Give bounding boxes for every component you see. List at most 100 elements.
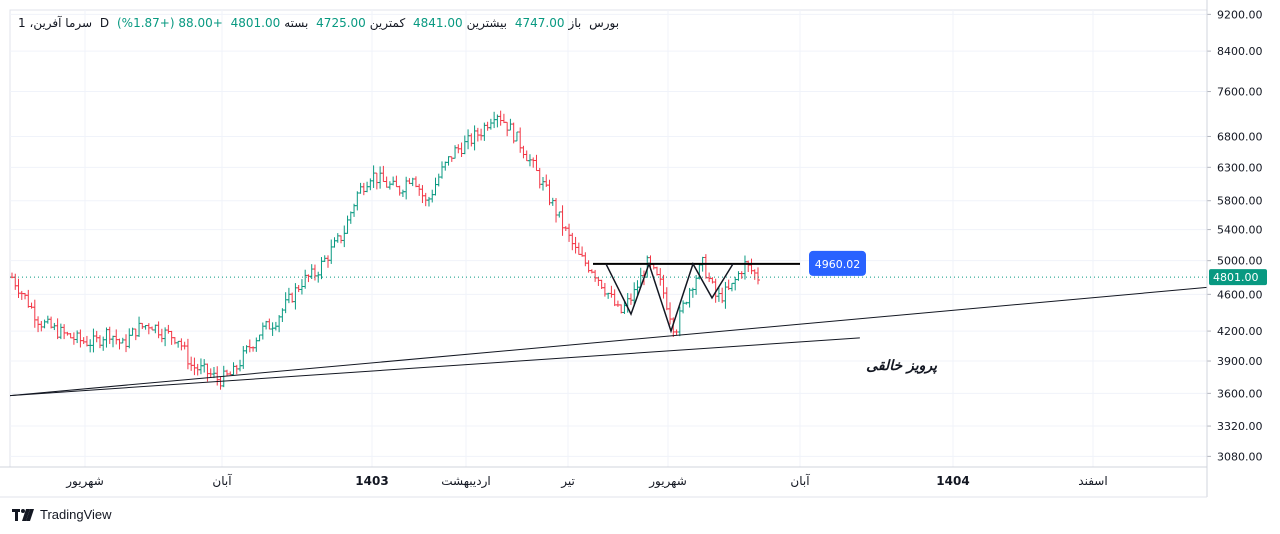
ohlc-bar: [140, 322, 145, 330]
ohlc-bar: [137, 316, 142, 337]
ohlc-bar: [521, 145, 526, 159]
y-tick-label: 7600.00: [1217, 86, 1263, 99]
ohlc-bar: [479, 128, 484, 141]
ohlc-bar: [247, 339, 252, 353]
y-tick-label: 6800.00: [1217, 130, 1263, 143]
ohlc-bar: [723, 281, 728, 309]
ohlc-bar: [335, 233, 340, 243]
ohlc-bar: [446, 156, 451, 166]
tradingview-brand[interactable]: TradingView: [12, 507, 112, 522]
ohlc-bar: [729, 282, 734, 292]
ohlc-bar: [498, 110, 503, 126]
ohlc-bar: [84, 335, 89, 347]
ohlc-bar: [16, 278, 21, 298]
y-tick-label: 3900.00: [1217, 355, 1263, 368]
ohlc-bar: [593, 269, 598, 282]
ohlc-bar: [107, 326, 112, 344]
ohlc-bar: [293, 283, 298, 310]
ohlc-bar: [661, 274, 666, 299]
ohlc-bar: [397, 185, 402, 196]
last-price-tag: 4801.00: [1209, 269, 1267, 286]
trendline-lower: [9, 337, 860, 397]
x-tick-label: اردیبهشت: [441, 474, 490, 489]
ohlc-bar: [110, 335, 115, 348]
ohlc-bar: [404, 176, 409, 200]
level-label[interactable]: 4960.02: [809, 250, 866, 276]
last-price-text: 4801.00: [1213, 271, 1259, 284]
ohlc-bar: [505, 121, 510, 137]
ohlc-bar: [583, 252, 588, 267]
ohlc-bar: [120, 337, 125, 344]
x-tick-label: تیر: [560, 474, 575, 489]
ohlc-bar: [537, 167, 542, 189]
legend-high: 4841.00: [413, 16, 463, 30]
ohlc-bar: [208, 368, 213, 378]
ohlc-bar: [710, 277, 715, 284]
ohlc-bar: [381, 165, 386, 183]
ohlc-bar: [433, 177, 438, 196]
ohlc-bar: [257, 334, 262, 342]
ohlc-bar: [612, 289, 617, 307]
x-tick-label: 1404: [936, 474, 969, 488]
ohlc-bar: [234, 364, 239, 375]
ohlc-bar: [459, 142, 464, 157]
ohlc-bar: [104, 327, 109, 348]
ohlc-bar: [150, 326, 155, 331]
ohlc-bar: [185, 338, 190, 370]
last-price-bg: [1209, 269, 1267, 286]
ohlc-bar: [417, 183, 422, 196]
ohlc-bar: [29, 302, 34, 309]
ohlc-bar: [687, 287, 692, 308]
ohlc-bar: [703, 254, 708, 279]
ohlc-bar: [466, 129, 471, 150]
ohlc-bar: [176, 340, 181, 348]
ohlc-bar: [534, 154, 539, 172]
ohlc-bar: [166, 324, 171, 334]
ohlc-bar: [55, 318, 60, 340]
ohlc-bar: [570, 232, 575, 251]
ohlc-bar: [440, 161, 445, 179]
y-tick-label: 4600.00: [1217, 288, 1263, 301]
ohlc-bar: [296, 284, 301, 293]
symbol-legend: سرما آفرین، 1 D بورس باز4747.00 بیشترین4…: [18, 16, 623, 30]
ohlc-bar: [114, 329, 119, 345]
ohlc-bar: [472, 125, 477, 151]
ohlc-bar: [32, 299, 37, 328]
ohlc-bar: [384, 176, 389, 188]
y-tick-label: 5400.00: [1217, 224, 1263, 237]
ohlc-bar: [733, 276, 738, 291]
ohlc-bar: [91, 328, 96, 353]
brand-name: TradingView: [40, 507, 112, 522]
y-tick-label: 6300.00: [1217, 161, 1263, 174]
ohlc-bar: [254, 337, 259, 352]
ohlc-bar: [75, 330, 80, 344]
ohlc-bar: [332, 237, 337, 248]
ohlc-bar: [413, 176, 418, 188]
tradingview-logo-icon: [12, 508, 34, 521]
ohlc-bar: [153, 324, 158, 334]
ohlc-bar: [270, 322, 275, 336]
y-tick-label: 8400.00: [1217, 45, 1263, 58]
x-tick-label: شهریور: [65, 474, 104, 489]
x-tick-label: شهریور: [648, 474, 687, 489]
ohlc-bar: [485, 121, 490, 131]
ohlc-bar: [215, 366, 220, 386]
ohlc-bar: [267, 318, 272, 330]
ohlc-bar: [449, 156, 454, 162]
ohlc-bar: [576, 242, 581, 255]
level-label-bg: [809, 250, 866, 276]
ohlc-bar: [39, 320, 44, 332]
ohlc-bar: [589, 269, 594, 274]
ohlc-bar: [547, 179, 552, 206]
ohlc-bar: [394, 175, 399, 188]
legend-exchange: بورس: [589, 16, 620, 30]
level-label-text: 4960.02: [815, 258, 861, 271]
ohlc-bar: [205, 363, 210, 382]
ohlc-bar: [628, 293, 633, 305]
legend-open: 4747.00: [514, 16, 565, 30]
ohlc-bar: [742, 255, 747, 280]
ohlc-bar: [615, 300, 620, 307]
ohlc-bar: [286, 287, 291, 304]
ohlc-bar: [511, 122, 516, 144]
